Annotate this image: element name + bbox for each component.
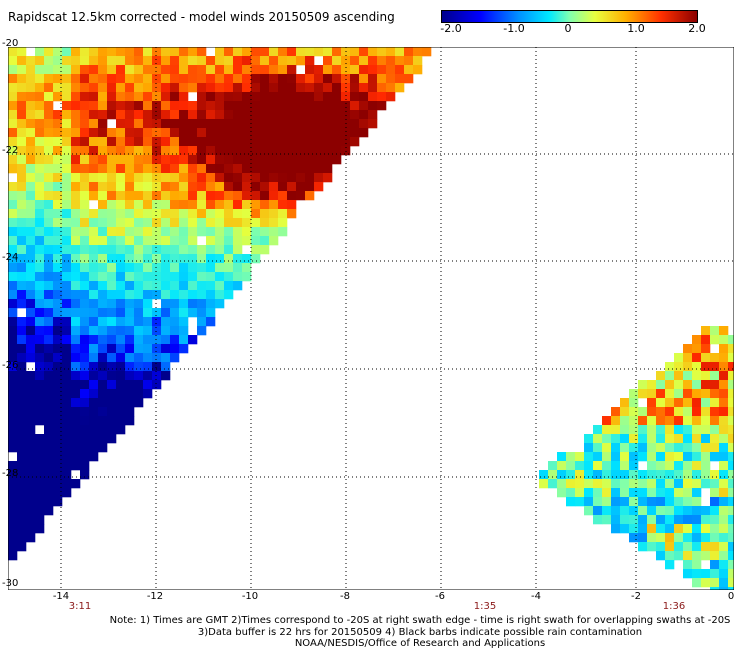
lat-label-30: -30 [2, 578, 19, 589]
lon-label-2: -2 [631, 591, 641, 602]
lat-label-24: -24 [2, 252, 19, 263]
swath-cells [8, 47, 734, 590]
colorbar-label-neg1: -1.0 [503, 22, 525, 35]
footnote-line-3: NOAA/NESDIS/Office of Research and Appli… [294, 638, 546, 649]
lon-label-8: -8 [340, 591, 350, 602]
lat-label-20: -20 [2, 38, 19, 49]
lat-label-26: -26 [2, 360, 19, 371]
lon-label-4: -4 [531, 591, 541, 602]
colorbar-label-max: 2.0 [688, 22, 706, 35]
color-scale-bar [441, 10, 698, 23]
colorbar-label-min: -2.0 [440, 22, 462, 35]
lon-label-10: -10 [241, 591, 259, 602]
lat-label-28: -28 [2, 468, 19, 479]
footnote-line-1: Note: 1) Times are GMT 2)Times correspon… [109, 615, 731, 626]
colorbar-label-zero: 0 [564, 22, 572, 35]
pass-time-right: 1:36 [662, 601, 686, 612]
lat-lon-grid [8, 47, 734, 590]
colorbar-label-pos1: 1.0 [627, 22, 645, 35]
footnotes: Note: 1) Times are GMT 2)Times correspon… [100, 615, 740, 650]
map-title: Rapidscat 12.5km corrected - model winds… [8, 10, 395, 24]
pass-time-left: 3:11 [68, 601, 92, 612]
lon-label-12: -12 [146, 591, 164, 602]
lat-label-22: -22 [2, 145, 19, 156]
wind-difference-map [8, 47, 734, 590]
lon-label-14: -14 [52, 591, 70, 602]
pass-time-middle: 1:35 [473, 601, 497, 612]
lon-label-0: 0 [727, 591, 735, 602]
footnote-line-2: 3)Data buffer is 22 hrs for 20150509 4) … [197, 626, 643, 638]
lon-label-6: -6 [435, 591, 445, 602]
